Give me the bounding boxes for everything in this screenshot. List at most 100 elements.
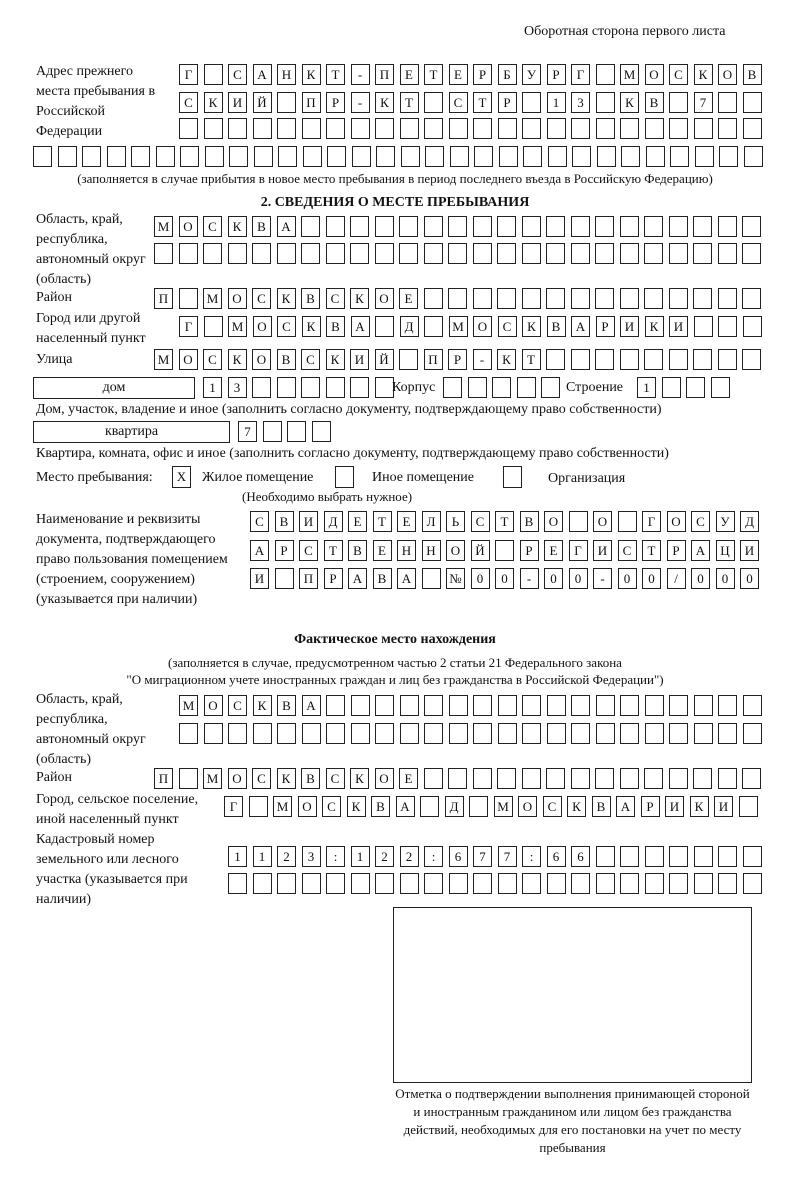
char-cell[interactable]: [644, 723, 664, 744]
char-cell[interactable]: [523, 146, 542, 167]
char-cell[interactable]: К: [276, 288, 296, 309]
char-cell[interactable]: Т: [642, 540, 661, 561]
char-cell[interactable]: [620, 873, 639, 894]
char-cell[interactable]: О: [374, 768, 394, 789]
char-cell[interactable]: [399, 243, 418, 264]
char-cell[interactable]: [718, 118, 737, 139]
char-cell[interactable]: 7: [238, 421, 257, 442]
char-cell[interactable]: 7: [497, 846, 517, 867]
char-cell[interactable]: [424, 695, 443, 716]
char-cell[interactable]: 7: [473, 846, 492, 867]
char-cell[interactable]: [131, 146, 150, 167]
char-cell[interactable]: Г: [642, 511, 661, 532]
char-cell[interactable]: [595, 873, 615, 894]
char-cell[interactable]: [277, 723, 296, 744]
char-cell[interactable]: [570, 216, 590, 237]
char-cell[interactable]: [252, 118, 272, 139]
char-cell[interactable]: [710, 377, 730, 398]
char-cell[interactable]: [448, 695, 468, 716]
char-cell[interactable]: [693, 695, 713, 716]
char-cell[interactable]: С: [691, 511, 710, 532]
char-cell[interactable]: К: [522, 316, 541, 337]
char-cell[interactable]: [448, 243, 467, 264]
char-cell[interactable]: [473, 695, 492, 716]
char-cell[interactable]: [693, 768, 712, 789]
char-cell[interactable]: [399, 873, 419, 894]
char-cell[interactable]: [522, 92, 541, 113]
char-cell[interactable]: [693, 873, 713, 894]
char-cell[interactable]: :: [522, 846, 541, 867]
char-cell[interactable]: П: [154, 768, 173, 789]
char-cell[interactable]: К: [620, 92, 639, 113]
char-cell[interactable]: 0: [642, 568, 661, 589]
char-cell[interactable]: И: [593, 540, 612, 561]
char-cell[interactable]: [472, 243, 492, 264]
char-cell[interactable]: Д: [740, 511, 759, 532]
char-cell[interactable]: К: [350, 288, 369, 309]
char-cell[interactable]: [252, 243, 271, 264]
char-cell[interactable]: [546, 695, 566, 716]
char-cell[interactable]: В: [742, 64, 762, 85]
char-cell[interactable]: [693, 723, 713, 744]
char-cell[interactable]: О: [252, 349, 271, 370]
char-cell[interactable]: [546, 118, 566, 139]
char-cell[interactable]: [228, 118, 247, 139]
char-cell[interactable]: Р: [473, 64, 492, 85]
char-cell[interactable]: -: [350, 92, 370, 113]
char-cell[interactable]: [546, 243, 565, 264]
char-cell[interactable]: -: [350, 64, 370, 85]
char-cell[interactable]: [228, 723, 247, 744]
char-cell[interactable]: [469, 796, 488, 817]
house-type-field[interactable]: дом: [33, 377, 195, 399]
char-cell[interactable]: [472, 216, 492, 237]
char-cell[interactable]: [693, 243, 712, 264]
char-cell[interactable]: [546, 873, 566, 894]
char-cell[interactable]: В: [252, 216, 271, 237]
char-cell[interactable]: [718, 846, 737, 867]
char-cell[interactable]: К: [325, 349, 345, 370]
char-cell[interactable]: [570, 349, 590, 370]
char-cell[interactable]: [448, 118, 468, 139]
char-cell[interactable]: А: [348, 568, 367, 589]
char-cell[interactable]: О: [374, 288, 394, 309]
char-cell[interactable]: И: [350, 349, 369, 370]
char-cell[interactable]: [595, 846, 615, 867]
char-cell[interactable]: Д: [399, 316, 419, 337]
char-cell[interactable]: -: [593, 568, 612, 589]
char-cell[interactable]: О: [593, 511, 612, 532]
char-cell[interactable]: Ц: [715, 540, 735, 561]
char-cell[interactable]: [568, 511, 588, 532]
char-cell[interactable]: [203, 723, 223, 744]
char-cell[interactable]: В: [372, 568, 392, 589]
char-cell[interactable]: [350, 118, 370, 139]
char-cell[interactable]: [620, 118, 639, 139]
char-cell[interactable]: Р: [448, 349, 467, 370]
char-cell[interactable]: [448, 723, 468, 744]
char-cell[interactable]: [443, 377, 462, 398]
char-cell[interactable]: [693, 118, 713, 139]
char-cell[interactable]: А: [350, 316, 370, 337]
char-cell[interactable]: [595, 288, 614, 309]
char-cell[interactable]: Г: [568, 540, 588, 561]
char-cell[interactable]: [449, 146, 469, 167]
char-cell[interactable]: С: [497, 316, 517, 337]
char-cell[interactable]: [325, 243, 345, 264]
char-cell[interactable]: [376, 146, 395, 167]
char-cell[interactable]: [669, 873, 688, 894]
char-cell[interactable]: Н: [277, 64, 296, 85]
char-cell[interactable]: [374, 243, 394, 264]
char-cell[interactable]: [521, 216, 541, 237]
char-cell[interactable]: 1: [546, 92, 566, 113]
char-cell[interactable]: Й: [374, 349, 394, 370]
char-cell[interactable]: [424, 118, 443, 139]
char-cell[interactable]: :: [424, 846, 443, 867]
char-cell[interactable]: [448, 873, 468, 894]
char-cell[interactable]: [742, 846, 762, 867]
char-cell[interactable]: [571, 118, 590, 139]
char-cell[interactable]: [399, 349, 418, 370]
char-cell[interactable]: [420, 796, 439, 817]
char-cell[interactable]: М: [448, 316, 468, 337]
char-cell[interactable]: [743, 146, 763, 167]
char-cell[interactable]: [155, 146, 175, 167]
char-cell[interactable]: Е: [397, 511, 416, 532]
